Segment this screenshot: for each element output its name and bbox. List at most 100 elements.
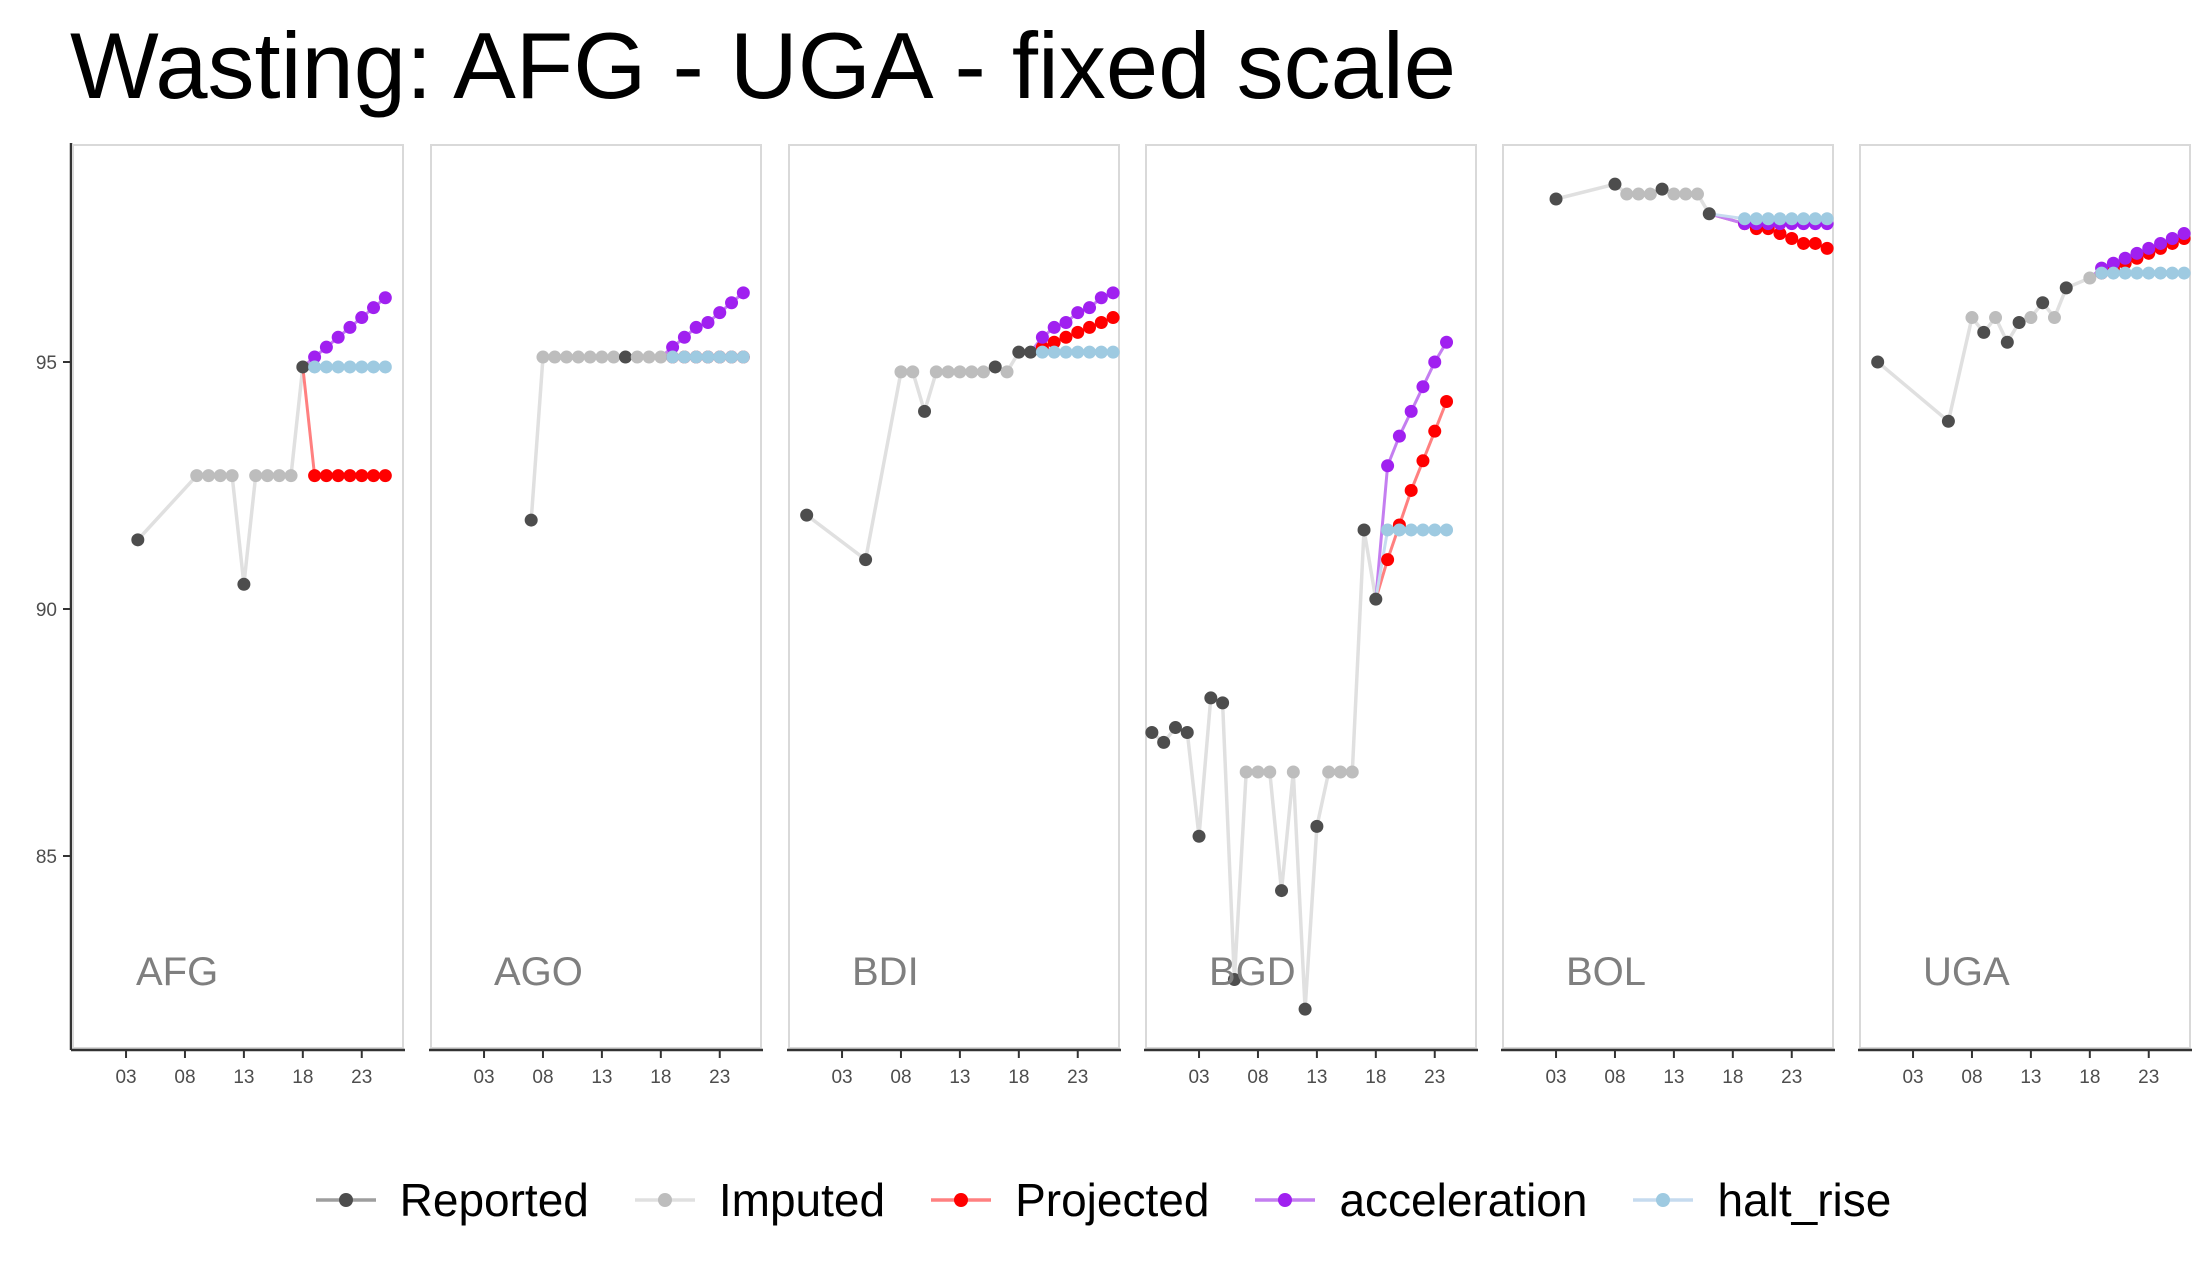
- reported-point: [1310, 819, 1324, 833]
- facet-panel-afg: 03 08 13 18 23 AFG: [71, 144, 405, 1088]
- chart-legend: Reported Imputed Projected acceleration halt…: [0, 1165, 2205, 1235]
- acceleration-point: [1094, 291, 1108, 305]
- reported-point: [1168, 721, 1182, 735]
- panel-label: AFG: [136, 950, 218, 994]
- halt-rise-point: [1404, 523, 1418, 537]
- facet-panel-bgd: 03 08 13 18 23 BGD: [1144, 144, 1478, 1088]
- halt-rise-point: [666, 350, 680, 364]
- halt-rise-point: [1416, 523, 1430, 537]
- x-tick-label: 03: [1188, 1067, 1209, 1088]
- imputed-point: [1251, 765, 1265, 779]
- x-tick-label: 23: [1781, 1067, 1802, 1088]
- projected-point: [1440, 395, 1454, 409]
- halt-rise-point: [689, 350, 703, 364]
- projected-point: [1808, 236, 1822, 250]
- imputed-point: [1286, 765, 1300, 779]
- x-tick-label: 23: [1067, 1067, 1088, 1088]
- chart-title: Wasting: AFG - UGA - fixed scale: [70, 13, 1457, 118]
- facet-panel-bdi: 03 08 13 18 23 BDI: [787, 144, 1121, 1088]
- y-tick-label: 90: [36, 600, 57, 621]
- reported-point: [1204, 691, 1218, 705]
- panel-plot-area: [1871, 227, 2191, 428]
- acceleration-point: [2130, 246, 2144, 260]
- panel-plot-area: [524, 286, 750, 527]
- reported-point: [1024, 345, 1038, 359]
- halt-rise-point: [2106, 266, 2120, 280]
- reported-point: [237, 577, 251, 591]
- imputed-point: [1679, 187, 1693, 201]
- imputed-point: [1620, 187, 1634, 201]
- reported-point: [1180, 726, 1194, 739]
- imputed-point: [595, 350, 609, 364]
- projected-point: [1059, 330, 1073, 344]
- x-tick-label: 13: [233, 1067, 254, 1088]
- projected-point: [378, 469, 392, 483]
- faceted-line-chart: 85 90 95 03 08 13 18 23 AFG 03 08 13 18 23 AGO 03 08 13 1…: [36, 143, 2192, 1088]
- y-tick-label: 85: [36, 847, 57, 868]
- x-tick-label: 23: [351, 1067, 372, 1088]
- x-tick-label: 08: [890, 1067, 911, 1088]
- legend-item-projected: Projected: [929, 1173, 1209, 1227]
- halt-rise-point: [2177, 266, 2191, 280]
- halt-rise-point: [1047, 345, 1061, 359]
- legend-item-imputed: Imputed: [633, 1173, 885, 1227]
- halt-rise-point: [1440, 523, 1454, 537]
- reported-point: [859, 553, 873, 567]
- x-tick-label: 18: [292, 1067, 313, 1088]
- reported-point: [1145, 726, 1159, 739]
- acceleration-point: [1071, 306, 1085, 320]
- halt-rise-point: [1083, 345, 1097, 359]
- x-tick-label: 03: [1902, 1067, 1923, 1088]
- halt-rise-point: [725, 350, 739, 364]
- halt-rise-point: [1392, 523, 1406, 537]
- halt-rise-point: [319, 360, 333, 374]
- halt-rise-point: [713, 350, 727, 364]
- reported-point: [1871, 355, 1885, 369]
- imputed-point: [894, 365, 908, 379]
- halt-rise-point: [1059, 345, 1073, 359]
- acceleration-point: [319, 340, 333, 354]
- x-tick-label: 08: [1961, 1067, 1982, 1088]
- x-tick-label: 08: [532, 1067, 553, 1088]
- projected-point: [1797, 236, 1811, 250]
- reported-point: [1608, 177, 1622, 191]
- reported-point: [988, 360, 1002, 374]
- projected-point: [1094, 315, 1108, 329]
- imputed-point: [654, 350, 668, 364]
- x-tick-label: 13: [1306, 1067, 1327, 1088]
- halt-rise-point: [1428, 523, 1442, 537]
- x-tick-label: 03: [115, 1067, 136, 1088]
- reported-point: [2012, 315, 2026, 329]
- halt-rise-point: [1094, 345, 1108, 359]
- acceleration-point: [1404, 404, 1418, 418]
- imputed-point: [213, 469, 227, 483]
- imputed-point: [2024, 311, 2038, 325]
- halt-rise-point: [355, 360, 369, 374]
- x-tick-label: 08: [1604, 1067, 1625, 1088]
- panel-frame: [1502, 144, 1834, 1049]
- halt-rise-point: [1820, 212, 1834, 226]
- halt-rise-point: [343, 360, 357, 374]
- legend-key-icon: [1633, 1193, 1694, 1207]
- acceleration-point: [331, 330, 345, 344]
- acceleration-point: [701, 315, 715, 329]
- legend-label: acceleration: [1339, 1174, 1588, 1226]
- imputed-point: [1322, 765, 1336, 779]
- imputed-point: [1632, 187, 1646, 201]
- acceleration-point: [1440, 335, 1454, 349]
- imputed-point: [190, 469, 204, 483]
- panel-frame: [788, 144, 1120, 1049]
- imputed-point: [1345, 765, 1359, 779]
- halt-rise-point: [367, 360, 381, 374]
- imputed-point: [548, 350, 562, 364]
- imputed-point: [2083, 271, 2097, 285]
- projected-point: [1083, 320, 1097, 334]
- imputed-point: [571, 350, 585, 364]
- x-tick-label: 23: [2138, 1067, 2159, 1088]
- legend-label: Imputed: [718, 1174, 886, 1226]
- halt-rise-point: [2165, 266, 2179, 280]
- reported-point: [1227, 973, 1241, 986]
- acceleration-point: [677, 330, 691, 344]
- reported-point: [1012, 345, 1026, 359]
- reported-point: [1216, 696, 1230, 710]
